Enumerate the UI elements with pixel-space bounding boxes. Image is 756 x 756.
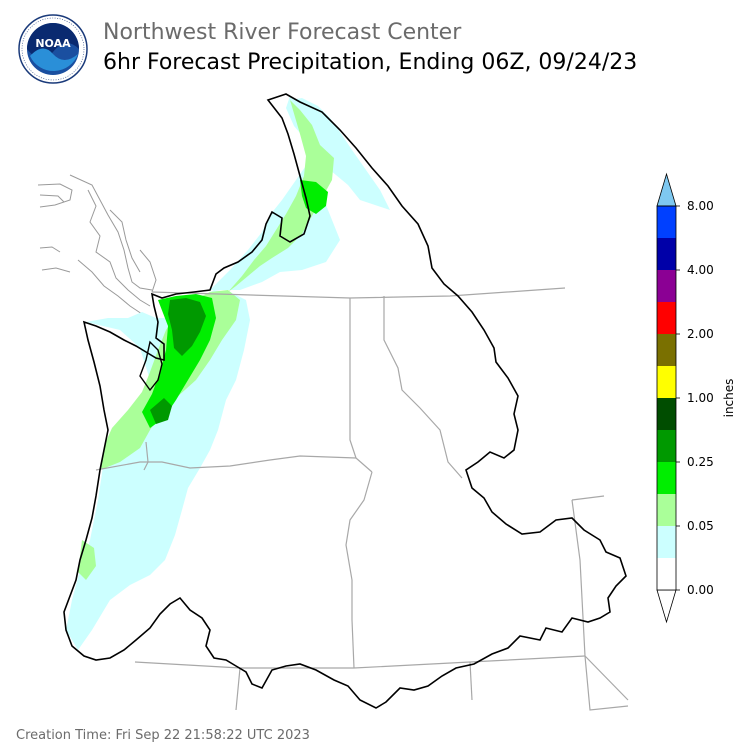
colorbar-tick-label: 8.00: [687, 199, 714, 213]
colorbar-swatch: [657, 558, 676, 590]
colorbar-tick-label: 1.00: [687, 391, 714, 405]
colorbar-swatch: [657, 334, 676, 366]
colorbar-swatch: [657, 526, 676, 558]
page-title: Northwest River Forecast Center: [103, 20, 462, 45]
page-subtitle: 6hr Forecast Precipitation, Ending 06Z, …: [103, 50, 638, 75]
basin-boundary: [63, 93, 627, 709]
colorbar-swatch: [657, 302, 676, 334]
precip-dark-green-area: [150, 298, 206, 424]
puget-sound-outline: [139, 340, 163, 392]
colorbar-swatch: [657, 238, 676, 270]
creation-time: Creation Time: Fri Sep 22 21:58:22 UTC 2…: [16, 728, 310, 743]
colorbar-tick-label: 0.05: [687, 519, 714, 533]
canada-coastline: [37, 174, 157, 319]
colorbar-swatch: [657, 430, 676, 462]
colorbar-swatch: [657, 462, 676, 494]
colorbar-swatch: [657, 366, 676, 398]
colorbar-swatch: [657, 270, 676, 302]
colorbar-ticks: 0.00 0.05 0.25 1.00 2.00 4.00 8.00: [676, 199, 714, 597]
colorbar-tick-label: 0.00: [687, 583, 714, 597]
colorbar-swatch: [657, 494, 676, 526]
colorbar-unit-label: inches: [722, 379, 736, 418]
colorbar-swatches: [656, 172, 677, 624]
colorbar-swatch: [657, 398, 676, 430]
colorbar-upper-extension: [656, 172, 677, 207]
noaa-logo: NOAA: [18, 14, 88, 84]
colorbar-tick-label: 4.00: [687, 263, 714, 277]
colorbar-swatch: [657, 206, 676, 238]
colorbar-tick-label: 2.00: [687, 327, 714, 341]
state-boundaries: [95, 287, 629, 711]
logo-text: NOAA: [35, 37, 71, 50]
colorbar-tick-label: 0.25: [687, 455, 714, 469]
colorbar-lower-extension: [656, 589, 677, 624]
